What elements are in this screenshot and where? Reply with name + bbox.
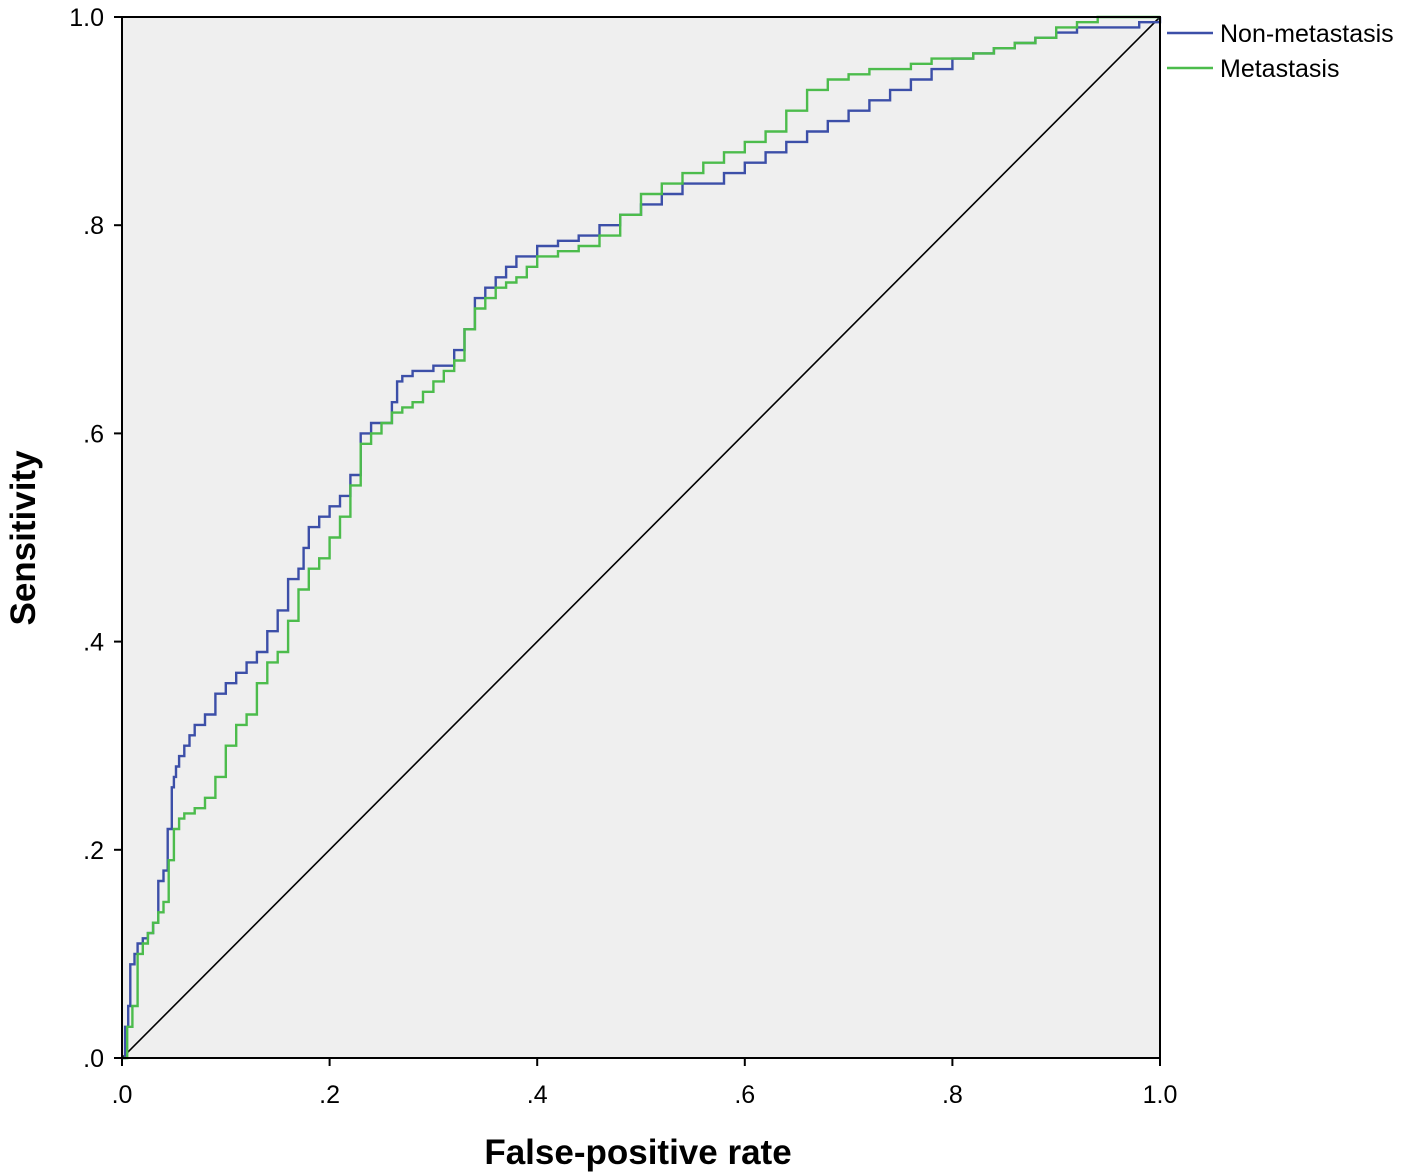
- series-line-metastasis: [122, 15, 1160, 1060]
- x-axis-ticks: .0 .2 .4 .6 .8 1.0: [112, 1058, 1178, 1109]
- legend: Non-metastasis Metastasis: [1167, 20, 1394, 83]
- y-axis-title: Sensitivity: [4, 450, 43, 626]
- plot-frame: [121, 16, 1161, 1059]
- x-tick-label: .2: [319, 1081, 340, 1109]
- x-tick-label: .4: [527, 1081, 548, 1109]
- y-tick-label: .8: [83, 212, 104, 240]
- y-tick-label: .2: [83, 837, 104, 865]
- legend-label: Non-metastasis: [1220, 20, 1394, 48]
- series-layer: [122, 15, 1162, 1060]
- x-tick-label: .0: [112, 1081, 133, 1109]
- series-line-non-metastasis: [122, 17, 1162, 1060]
- x-tick-label: .6: [734, 1081, 755, 1109]
- reference-diagonal-layer: [121, 16, 1161, 1059]
- x-tick-label: .8: [942, 1081, 963, 1109]
- legend-label: Metastasis: [1220, 55, 1339, 83]
- reference-diagonal-line: [121, 16, 1161, 1059]
- x-tick-label: 1.0: [1143, 1081, 1178, 1109]
- y-tick-label: .0: [83, 1045, 104, 1073]
- y-tick-label: 1.0: [69, 4, 104, 32]
- y-tick-label: .4: [83, 629, 104, 657]
- x-axis-title: False-positive rate: [484, 1133, 791, 1172]
- y-axis-ticks: .0 .2 .4 .6 .8 1.0: [69, 4, 122, 1073]
- y-tick-label: .6: [83, 420, 104, 448]
